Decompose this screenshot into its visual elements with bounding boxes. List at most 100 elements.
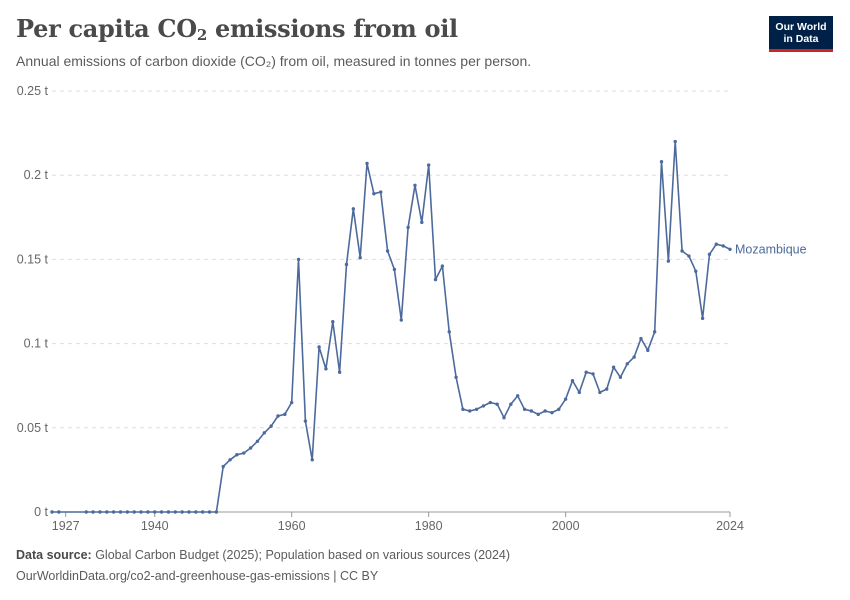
title-subscript: 2 [196,26,207,44]
data-point [324,367,328,371]
data-point [187,510,191,514]
y-tick-label: 0.05 t [17,421,49,435]
data-point [111,510,116,514]
series-label: Mozambique [735,242,807,256]
y-tick-label: 0 t [34,505,48,519]
data-source-line: Data source: Global Carbon Budget (2025)… [16,548,510,562]
data-point [488,400,493,405]
source-label: Data source: [16,548,92,562]
data-point [317,345,321,349]
logo-line-1: Our World [775,20,827,33]
x-tick-label: 1940 [141,519,169,533]
data-point [625,362,629,366]
data-point [509,402,513,406]
data-point [166,510,171,514]
data-point [529,409,534,413]
data-point [98,510,102,514]
data-point [200,510,205,514]
x-tick-label: 2024 [716,519,744,533]
data-point [385,249,390,253]
data-point [454,375,458,379]
line-chart: 0 t 0.05 t 0.1 t 0.15 t 0.2 t 0.25 t 1927 1940… [17,84,807,533]
data-point [399,318,403,322]
data-point [447,330,451,334]
data-point [125,510,130,514]
data-point [639,336,643,341]
data-point [214,510,219,514]
data-point [310,458,314,462]
x-tick-label: 1927 [52,519,80,533]
data-point [351,207,356,211]
data-point [296,257,301,262]
series-group: Mozambique [50,139,807,514]
data-point [536,412,540,417]
data-point [146,510,150,514]
data-point [728,247,732,251]
data-point [618,375,623,379]
data-point [132,510,136,514]
y-axis-ticks: 0 t 0.05 t 0.1 t 0.15 t 0.2 t 0.25 t [17,84,49,519]
data-point [570,378,575,383]
data-point [221,464,225,469]
data-point [687,254,691,258]
data-point [522,407,527,411]
data-point [337,370,342,374]
data-point [714,242,719,246]
data-point [262,431,267,435]
data-point [269,424,273,428]
chart-title: Per capita CO2 emissions from oil [16,14,458,44]
data-point [426,163,431,167]
data-point [365,161,369,166]
data-point [502,415,506,420]
data-point [468,409,472,413]
data-point [235,453,239,457]
data-point [118,510,123,514]
data-point [207,510,212,514]
data-point [57,510,61,514]
data-point [584,370,588,374]
data-point [84,510,88,514]
data-point [666,259,671,263]
y-tick-label: 0.25 t [17,84,49,98]
data-point [673,139,677,144]
data-point [255,439,260,443]
data-point [557,407,561,411]
data-point [659,160,664,164]
data-point [413,183,417,188]
x-tick-label: 1980 [415,519,443,533]
chart-subtitle: Annual emissions of carbon dioxide (CO₂)… [16,53,532,69]
data-point [105,510,109,514]
data-point [563,397,568,401]
owid-logo[interactable]: Our World in Data [769,16,833,52]
data-point [550,410,554,415]
data-point [242,451,246,455]
data-point [694,269,698,273]
data-point [153,510,157,514]
x-axis: 1927 1940 1960 1980 2000 2024 [52,511,744,533]
x-tick-label: 2000 [552,519,580,533]
data-point [139,510,143,514]
data-point [543,409,547,413]
x-tick-label: 1960 [278,519,306,533]
data-point [461,407,465,411]
data-point [481,404,486,408]
title-rest: emissions from oil [206,14,458,43]
data-point [392,267,397,272]
data-point [331,320,335,324]
data-point [611,365,616,369]
data-point [591,372,595,376]
footer-url[interactable]: OurWorldinData.org/co2-and-greenhouse-ga… [16,569,379,583]
y-tick-label: 0.2 t [24,168,49,182]
data-point [632,355,636,359]
y-tick-label: 0.15 t [17,252,49,266]
data-point [652,330,657,334]
data-point [358,256,362,260]
data-point [700,316,705,321]
data-point [406,225,410,230]
data-point [228,458,232,462]
data-point [495,402,499,406]
data-point [707,252,712,257]
title-main: Per capita CO [16,14,197,43]
source-text: Global Carbon Budget (2025); Population … [91,548,511,562]
data-point [372,192,376,196]
